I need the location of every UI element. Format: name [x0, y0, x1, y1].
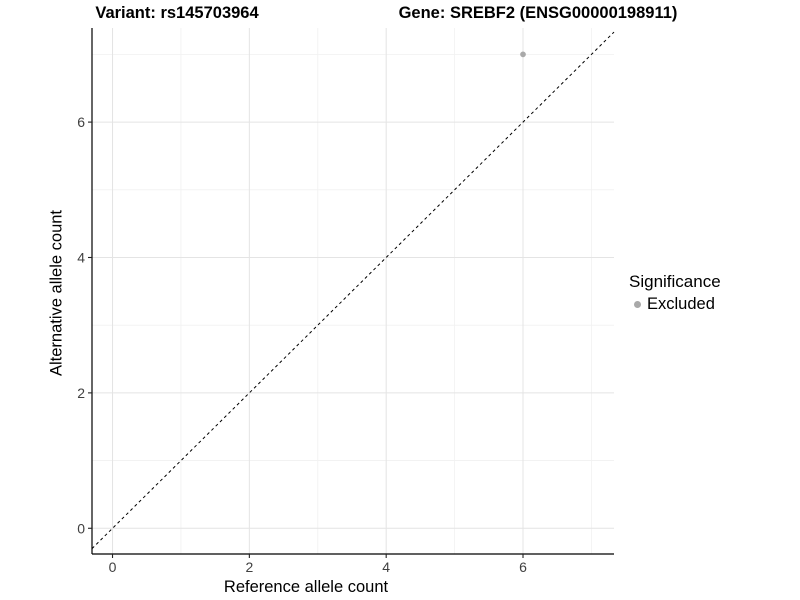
legend: Significance Excluded	[629, 272, 721, 314]
excluded-dot-icon	[634, 301, 641, 308]
y-axis-label: Alternative allele count	[47, 209, 66, 377]
gene-title: Gene: SREBF2 (ENSG00000198911)	[398, 4, 678, 22]
x-tick-label: 2	[245, 559, 253, 575]
y-tick-label: 6	[77, 114, 85, 130]
x-tick-label: 0	[109, 559, 117, 575]
legend-title: Significance	[629, 272, 721, 291]
x-axis-label: Reference allele count	[223, 578, 389, 596]
legend-item-excluded: Excluded	[629, 295, 721, 314]
y-tick-label: 0	[77, 520, 85, 536]
x-tick-label: 6	[519, 559, 527, 575]
y-tick-label: 4	[77, 249, 85, 265]
identity-line	[91, 31, 615, 549]
legend-item-label: Excluded	[647, 295, 715, 313]
data-point	[520, 51, 526, 58]
y-tick-label: 2	[77, 385, 85, 401]
x-tick-label: 4	[382, 559, 390, 575]
variant-title: Variant: rs145703964	[95, 4, 259, 22]
